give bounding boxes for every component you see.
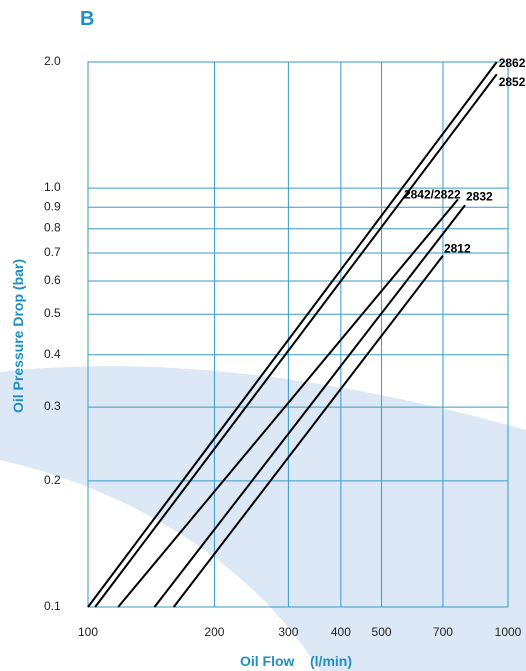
y-tick-label: 0.7 (44, 245, 61, 259)
y-tick-label: 2.0 (44, 54, 61, 68)
background-swoosh (0, 366, 526, 671)
y-tick-label: 0.2 (44, 473, 61, 487)
panel-letter: B (80, 8, 95, 30)
x-tick-label: 700 (433, 625, 453, 639)
series-line (153, 204, 466, 608)
y-tick-label: 1.0 (44, 180, 61, 194)
tick-layer: 100 200 300 400 500 700 1000 0.1 0.2 0.3 0.4 0.5 0.6… (44, 54, 522, 639)
y-tick-label: 0.1 (44, 599, 61, 613)
series-label: 2832 (466, 189, 493, 203)
x-axis-title: Oil Flow (l/min) (240, 653, 352, 669)
x-tick-label: 200 (204, 625, 224, 639)
y-tick-label: 0.6 (44, 273, 61, 287)
y-tick-label: 0.4 (44, 347, 61, 361)
x-tick-label: 500 (372, 625, 392, 639)
x-tick-label: 400 (331, 625, 351, 639)
series-line (117, 198, 459, 608)
y-tick-label: 0.8 (44, 221, 61, 235)
series-label: 2862 (499, 56, 526, 70)
grid-layer (87, 61, 509, 608)
y-axis-title: Oil Pressure Drop (bar) (10, 259, 26, 413)
plot-frame (87, 61, 509, 608)
series-line (87, 61, 498, 608)
series-label-layer: 2862 2852 2842/2822 2832 2812 (404, 56, 526, 256)
series-line (94, 73, 498, 608)
series-label: 2812 (444, 242, 471, 256)
y-tick-label: 0.5 (44, 306, 61, 320)
series-layer (87, 61, 498, 608)
series-line (172, 254, 444, 608)
series-label: 2842/2822 (404, 187, 461, 201)
x-tick-label: 300 (278, 625, 298, 639)
x-tick-label: 100 (78, 625, 98, 639)
y-tick-label: 0.3 (44, 399, 61, 413)
series-label: 2852 (499, 75, 526, 89)
x-tick-label: 1000 (495, 625, 522, 639)
y-tick-label: 0.9 (44, 199, 61, 213)
